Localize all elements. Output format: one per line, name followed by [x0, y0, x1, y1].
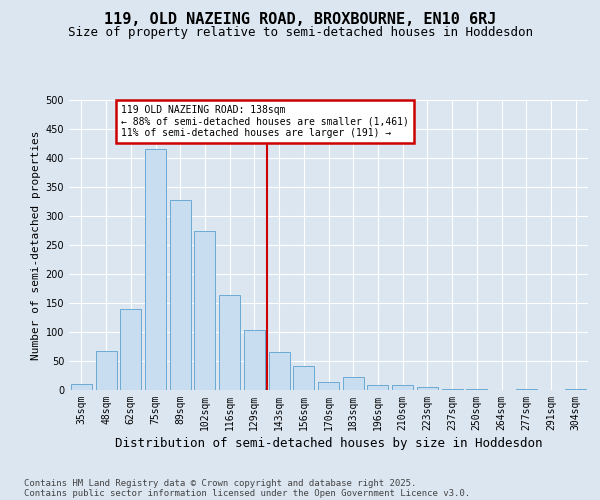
Bar [219, 296, 240, 390]
Text: Contains public sector information licensed under the Open Government Licence v3: Contains public sector information licen… [24, 488, 470, 498]
Y-axis label: Number of semi-detached properties: Number of semi-detached properties [31, 130, 41, 360]
Bar [343, 377, 364, 390]
Bar [244, 330, 265, 390]
Text: Contains HM Land Registry data © Crown copyright and database right 2025.: Contains HM Land Registry data © Crown c… [24, 478, 416, 488]
Bar [170, 200, 191, 390]
Bar [194, 230, 215, 390]
Bar [120, 309, 141, 390]
Bar [293, 366, 314, 390]
Bar [442, 389, 463, 390]
Bar [145, 150, 166, 390]
Bar [417, 387, 438, 390]
Text: Size of property relative to semi-detached houses in Hoddesdon: Size of property relative to semi-detach… [67, 26, 533, 39]
Bar [269, 352, 290, 390]
Bar [95, 351, 116, 390]
Text: 119 OLD NAZEING ROAD: 138sqm
← 88% of semi-detached houses are smaller (1,461)
1: 119 OLD NAZEING ROAD: 138sqm ← 88% of se… [121, 104, 409, 138]
Bar [71, 384, 92, 390]
X-axis label: Distribution of semi-detached houses by size in Hoddesdon: Distribution of semi-detached houses by … [115, 437, 542, 450]
Text: 119, OLD NAZEING ROAD, BROXBOURNE, EN10 6RJ: 119, OLD NAZEING ROAD, BROXBOURNE, EN10 … [104, 12, 496, 28]
Bar [392, 386, 413, 390]
Bar [318, 382, 339, 390]
Bar [367, 385, 388, 390]
